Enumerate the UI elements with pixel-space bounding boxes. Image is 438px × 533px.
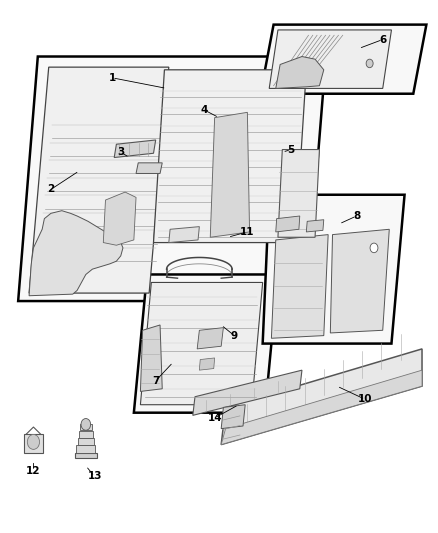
Text: 6: 6 <box>379 35 386 44</box>
Polygon shape <box>29 67 169 293</box>
Circle shape <box>81 418 91 430</box>
Polygon shape <box>193 370 302 415</box>
Polygon shape <box>210 112 250 237</box>
Polygon shape <box>18 56 326 301</box>
Polygon shape <box>330 229 389 333</box>
Polygon shape <box>221 349 422 445</box>
Text: 11: 11 <box>240 227 254 237</box>
Polygon shape <box>199 358 215 370</box>
Polygon shape <box>221 405 245 429</box>
Polygon shape <box>136 163 162 173</box>
Polygon shape <box>103 192 136 245</box>
Polygon shape <box>75 453 97 458</box>
Polygon shape <box>29 211 123 296</box>
Polygon shape <box>114 140 155 158</box>
Circle shape <box>370 243 378 253</box>
Polygon shape <box>169 227 199 243</box>
Text: 5: 5 <box>287 144 295 155</box>
Text: 9: 9 <box>231 330 238 341</box>
Polygon shape <box>306 220 324 232</box>
Polygon shape <box>261 25 426 94</box>
Text: 2: 2 <box>47 184 54 195</box>
Text: 10: 10 <box>358 394 372 405</box>
Polygon shape <box>78 438 94 445</box>
Text: 4: 4 <box>200 104 208 115</box>
Polygon shape <box>153 70 306 243</box>
Text: 8: 8 <box>353 211 360 221</box>
Polygon shape <box>276 216 300 232</box>
Polygon shape <box>141 325 162 391</box>
Text: 13: 13 <box>87 472 102 481</box>
Polygon shape <box>221 370 422 445</box>
Polygon shape <box>269 30 392 88</box>
Text: 7: 7 <box>152 376 159 386</box>
Polygon shape <box>134 274 278 413</box>
Circle shape <box>366 59 373 68</box>
Polygon shape <box>76 445 95 453</box>
Text: 14: 14 <box>207 413 222 423</box>
Text: 3: 3 <box>117 147 124 157</box>
Text: 1: 1 <box>109 73 116 83</box>
Text: 12: 12 <box>26 466 41 476</box>
Polygon shape <box>80 424 92 430</box>
Polygon shape <box>276 56 324 88</box>
Circle shape <box>27 434 39 449</box>
Polygon shape <box>263 195 405 344</box>
Polygon shape <box>79 431 93 438</box>
Polygon shape <box>278 150 319 237</box>
Polygon shape <box>272 235 328 338</box>
Polygon shape <box>141 282 263 405</box>
Polygon shape <box>197 328 223 349</box>
Polygon shape <box>24 434 43 453</box>
